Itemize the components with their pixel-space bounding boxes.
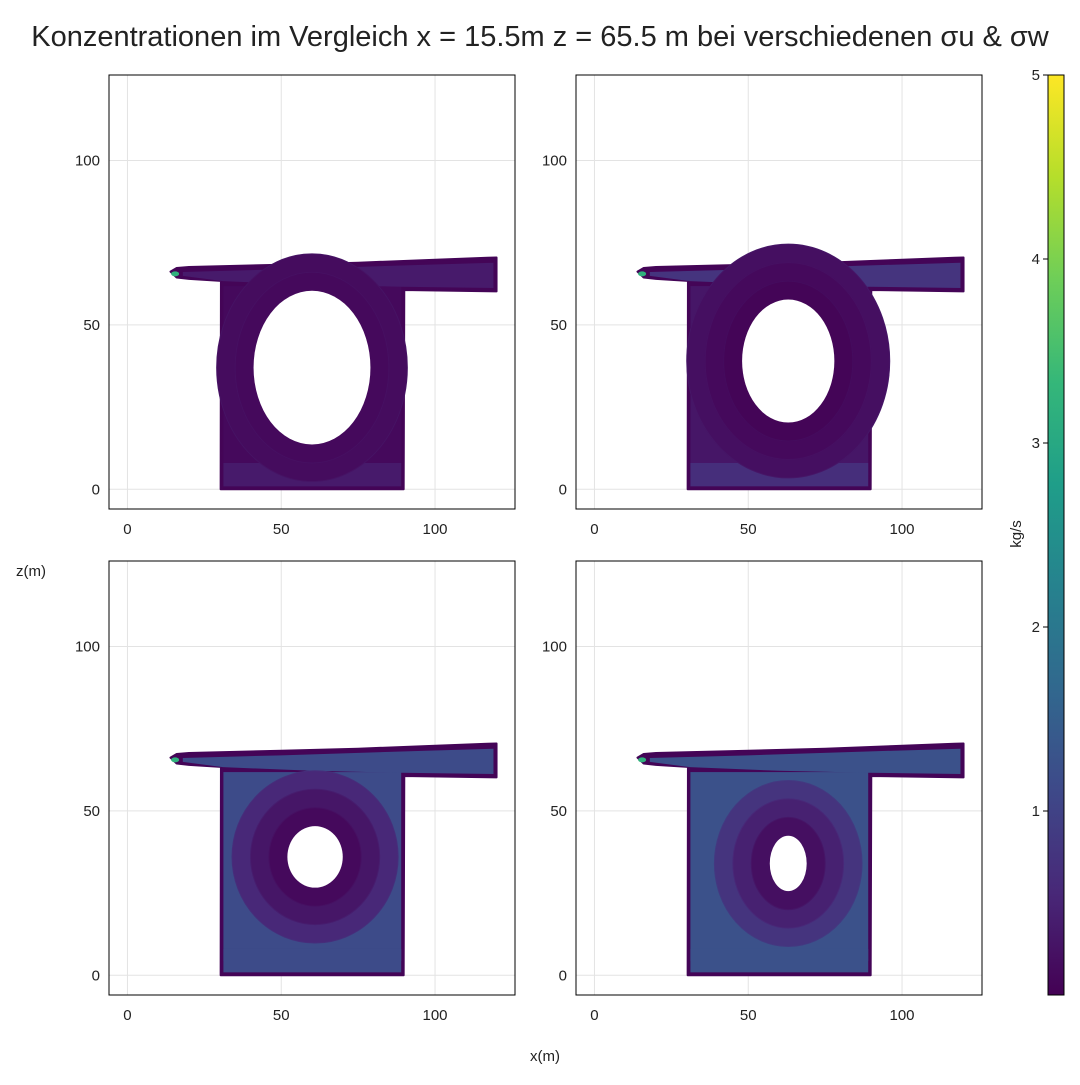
y-tick-label: 50 <box>550 317 567 334</box>
x-tick-label: 50 <box>273 521 290 538</box>
bottom-region <box>690 948 869 973</box>
y-tick-label: 0 <box>92 967 100 984</box>
vortex-core <box>287 826 343 888</box>
colorbar-tick-label: 4 <box>1032 251 1040 268</box>
vortex-core <box>769 835 807 892</box>
x-tick-label: 100 <box>423 1007 448 1024</box>
vortex-core <box>742 299 835 423</box>
y-tick-label: 0 <box>559 481 567 498</box>
concentration-field <box>636 742 965 977</box>
y-tick-label: 100 <box>542 152 567 169</box>
y-tick-label: 50 <box>83 803 100 820</box>
source-point <box>171 271 180 277</box>
source-point <box>638 271 647 277</box>
source-point <box>171 757 180 763</box>
source-point <box>638 757 647 763</box>
y-tick-label: 50 <box>83 317 100 334</box>
y-tick-label: 100 <box>542 638 567 655</box>
y-tick-label: 0 <box>92 481 100 498</box>
y-tick-label: 50 <box>550 803 567 820</box>
x-tick-label: 0 <box>123 521 131 538</box>
x-tick-label: 100 <box>423 521 448 538</box>
y-axis-label: z(m) <box>16 563 46 580</box>
colorbar-gradient <box>1047 74 1065 996</box>
panel-top-right: 0 0 50 50 100 100 <box>542 74 983 538</box>
panels-group: 0 0 50 50 100 100 0 0 50 50 100 100 0 0 50 50 100 100 0 0 50… <box>75 74 983 1024</box>
plot-frame <box>575 74 983 510</box>
colorbar-tick-label: 1 <box>1032 803 1040 820</box>
x-tick-label: 50 <box>740 521 757 538</box>
concentration-field <box>169 253 498 491</box>
duct-region <box>649 748 961 775</box>
plot-frame <box>575 560 983 996</box>
colorbar-tick-label: 2 <box>1032 619 1040 636</box>
bottom-region <box>223 948 402 973</box>
colorbar: 1 2 3 4 5 <box>1032 67 1065 996</box>
duct-region <box>182 748 494 775</box>
colorbar-label: kg/s <box>1008 520 1025 548</box>
y-tick-label: 100 <box>75 638 100 655</box>
x-tick-label: 50 <box>740 1007 757 1024</box>
vortex-core <box>253 290 371 445</box>
x-tick-label: 0 <box>123 1007 131 1024</box>
colorbar-tick-label: 5 <box>1032 67 1040 84</box>
y-tick-label: 100 <box>75 152 100 169</box>
x-axis-label: x(m) <box>530 1048 560 1065</box>
panel-bottom-left: 0 0 50 50 100 100 <box>75 560 516 1024</box>
x-tick-label: 0 <box>590 521 598 538</box>
concentration-field <box>636 243 965 491</box>
panel-bottom-right: 0 0 50 50 100 100 <box>542 560 983 1024</box>
y-tick-label: 0 <box>559 967 567 984</box>
colorbar-tick-label: 3 <box>1032 435 1040 452</box>
x-tick-label: 0 <box>590 1007 598 1024</box>
x-tick-label: 50 <box>273 1007 290 1024</box>
chart-title: Konzentrationen im Vergleich x = 15.5m z… <box>31 21 1050 53</box>
panel-top-left: 0 0 50 50 100 100 <box>75 74 516 538</box>
concentration-field <box>169 742 498 977</box>
plot-frame <box>108 560 516 996</box>
x-tick-label: 100 <box>890 1007 915 1024</box>
plot-frame <box>108 74 516 510</box>
x-tick-label: 100 <box>890 521 915 538</box>
